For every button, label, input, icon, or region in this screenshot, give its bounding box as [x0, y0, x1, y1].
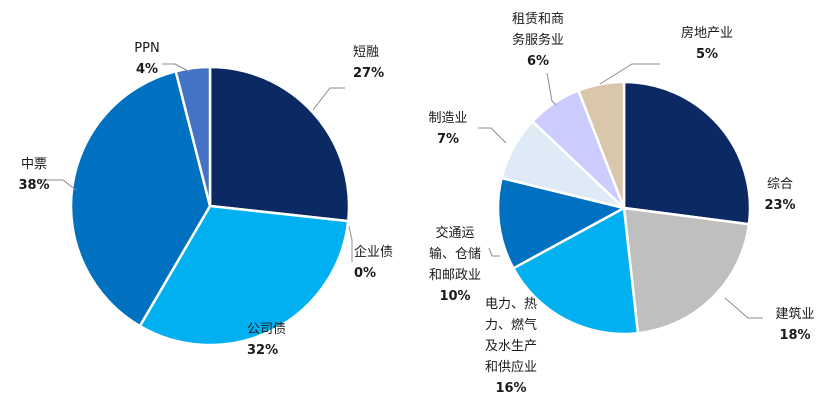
leader-line: [599, 63, 660, 85]
slice-label: 电力、热: [485, 297, 537, 312]
slice-percent-label: 18%: [779, 328, 810, 343]
slice-label: 制造业: [428, 111, 467, 126]
leader-line: [488, 247, 500, 257]
pie-slice: [138, 204, 350, 347]
slice-label: 中票: [21, 157, 47, 172]
slice-label: PPN: [134, 41, 159, 56]
slice-label: 和供应业: [485, 359, 537, 375]
leader-line: [478, 127, 507, 144]
slice-percent-label: 10%: [439, 289, 470, 304]
slice-percent-label: 38%: [18, 178, 49, 193]
slice-percent-label: 4%: [136, 62, 158, 77]
leader-line: [162, 63, 191, 73]
slice-percent-label: 16%: [495, 381, 526, 396]
pie-slice: [511, 206, 640, 336]
slice-label: 企业债: [354, 244, 393, 260]
slice-label: 务服务业: [512, 32, 564, 48]
slice-label: 及水生产: [485, 339, 537, 354]
pie-slice: [576, 80, 626, 209]
pie-slice: [622, 206, 751, 335]
pie-slice: [208, 65, 351, 223]
pie-chart-bond-types: 短融 27% 企业债 0% 公司债 32% 中票 38% PPN 4%: [18, 41, 393, 358]
leader-line: [546, 72, 557, 106]
pie-slice: [622, 80, 752, 226]
slice-label: 公司债: [247, 322, 286, 337]
slice-percent-label: 27%: [353, 66, 384, 81]
slice-label: 力、燃气: [485, 317, 537, 333]
slice-label: 输、仓储: [429, 246, 481, 262]
slice-percent-label: 23%: [764, 198, 795, 213]
leader-line: [312, 87, 345, 111]
pie-slice: [174, 65, 212, 207]
slice-label: 和邮政业: [429, 268, 481, 283]
slice-label: 建筑业: [775, 306, 814, 322]
slice-label: 房地产业: [681, 25, 733, 41]
slice-percent-label: 6%: [527, 54, 549, 69]
slice-label: 租赁和商: [512, 12, 564, 27]
leader-line: [40, 179, 77, 191]
slice-percent-label: 0%: [354, 266, 376, 281]
slice-label: 综合: [767, 177, 793, 192]
slice-percent-label: 5%: [696, 47, 718, 62]
slice-percent-label: 32%: [247, 343, 278, 358]
slice-percent-label: 7%: [437, 132, 459, 147]
leader-line: [724, 297, 763, 319]
slice-label: 交通运: [435, 225, 474, 241]
slice-label: 短融: [353, 45, 379, 60]
